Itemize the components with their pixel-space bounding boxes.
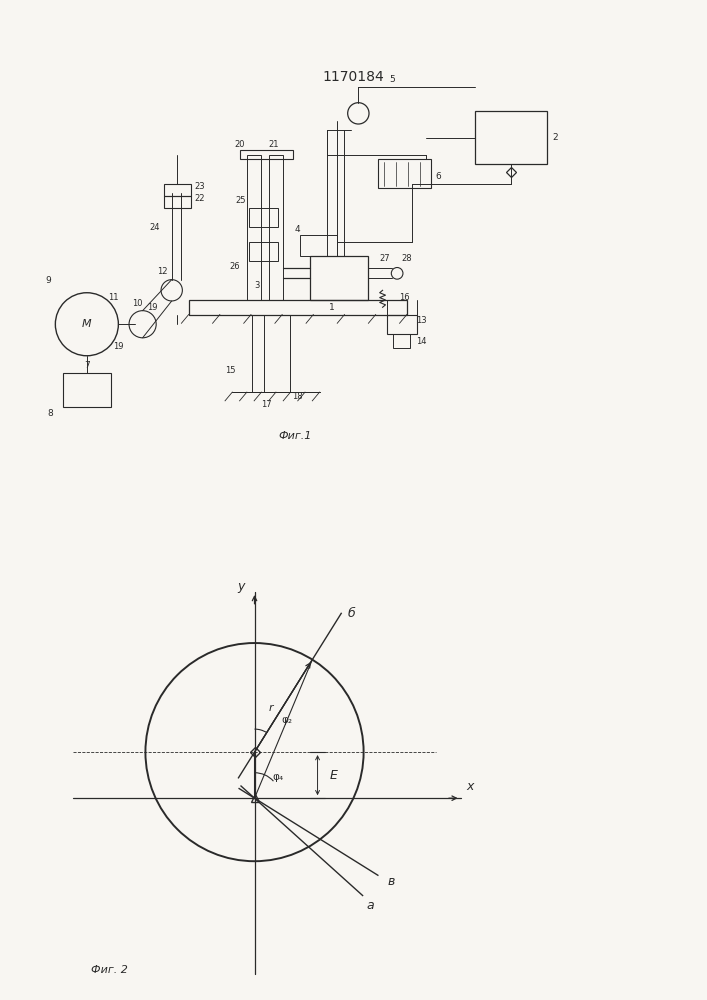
Bar bbox=[189, 300, 407, 315]
Bar bbox=[378, 159, 431, 188]
Bar bbox=[393, 334, 410, 348]
Bar bbox=[300, 235, 337, 256]
Text: 17: 17 bbox=[261, 400, 271, 409]
Text: E: E bbox=[329, 769, 337, 782]
Bar bbox=[63, 373, 111, 407]
Text: 24: 24 bbox=[149, 223, 160, 232]
Text: 5: 5 bbox=[390, 75, 395, 84]
Text: 2: 2 bbox=[552, 133, 558, 142]
Bar bbox=[387, 315, 416, 334]
Bar bbox=[247, 155, 262, 300]
Text: 8: 8 bbox=[47, 409, 53, 418]
Text: 4: 4 bbox=[295, 225, 300, 234]
Text: 27: 27 bbox=[380, 254, 390, 263]
Text: 15: 15 bbox=[225, 366, 235, 375]
Text: у: у bbox=[238, 580, 245, 593]
Bar bbox=[474, 111, 547, 164]
Bar bbox=[165, 196, 191, 208]
Text: 19: 19 bbox=[113, 342, 124, 351]
Text: 26: 26 bbox=[229, 262, 240, 271]
Text: 19: 19 bbox=[147, 303, 158, 312]
Text: 12: 12 bbox=[157, 267, 168, 276]
Text: Фиг. 2: Фиг. 2 bbox=[90, 965, 127, 975]
Text: 1170184: 1170184 bbox=[322, 70, 385, 84]
Text: в: в bbox=[387, 875, 395, 888]
Text: 1: 1 bbox=[329, 303, 334, 312]
Text: 3: 3 bbox=[254, 281, 259, 290]
Bar bbox=[310, 256, 368, 300]
Bar bbox=[250, 242, 279, 261]
Text: 25: 25 bbox=[235, 196, 246, 205]
Text: 13: 13 bbox=[416, 316, 427, 325]
Text: 11: 11 bbox=[108, 293, 119, 302]
Bar bbox=[165, 184, 191, 196]
Text: 22: 22 bbox=[194, 194, 204, 203]
Text: 16: 16 bbox=[399, 293, 410, 302]
Text: 28: 28 bbox=[402, 254, 412, 263]
Text: 21: 21 bbox=[268, 140, 279, 149]
Text: 20: 20 bbox=[234, 140, 245, 149]
Text: 23: 23 bbox=[194, 182, 204, 191]
Bar bbox=[240, 150, 293, 159]
Text: 10: 10 bbox=[132, 299, 143, 308]
Text: 7: 7 bbox=[84, 361, 90, 370]
Text: Фиг.1: Фиг.1 bbox=[279, 431, 312, 441]
Text: 18: 18 bbox=[293, 392, 303, 401]
Text: 9: 9 bbox=[45, 276, 51, 285]
Bar bbox=[250, 208, 279, 227]
Text: 6: 6 bbox=[436, 172, 441, 181]
Text: φ₂: φ₂ bbox=[281, 715, 292, 725]
Text: a: a bbox=[366, 899, 374, 912]
Text: б: б bbox=[347, 607, 355, 620]
Text: φ₄: φ₄ bbox=[273, 772, 284, 782]
Bar bbox=[269, 155, 284, 300]
Text: 14: 14 bbox=[416, 337, 426, 346]
Text: r: r bbox=[269, 703, 274, 713]
Text: х: х bbox=[467, 780, 474, 793]
Text: M: M bbox=[82, 319, 92, 329]
